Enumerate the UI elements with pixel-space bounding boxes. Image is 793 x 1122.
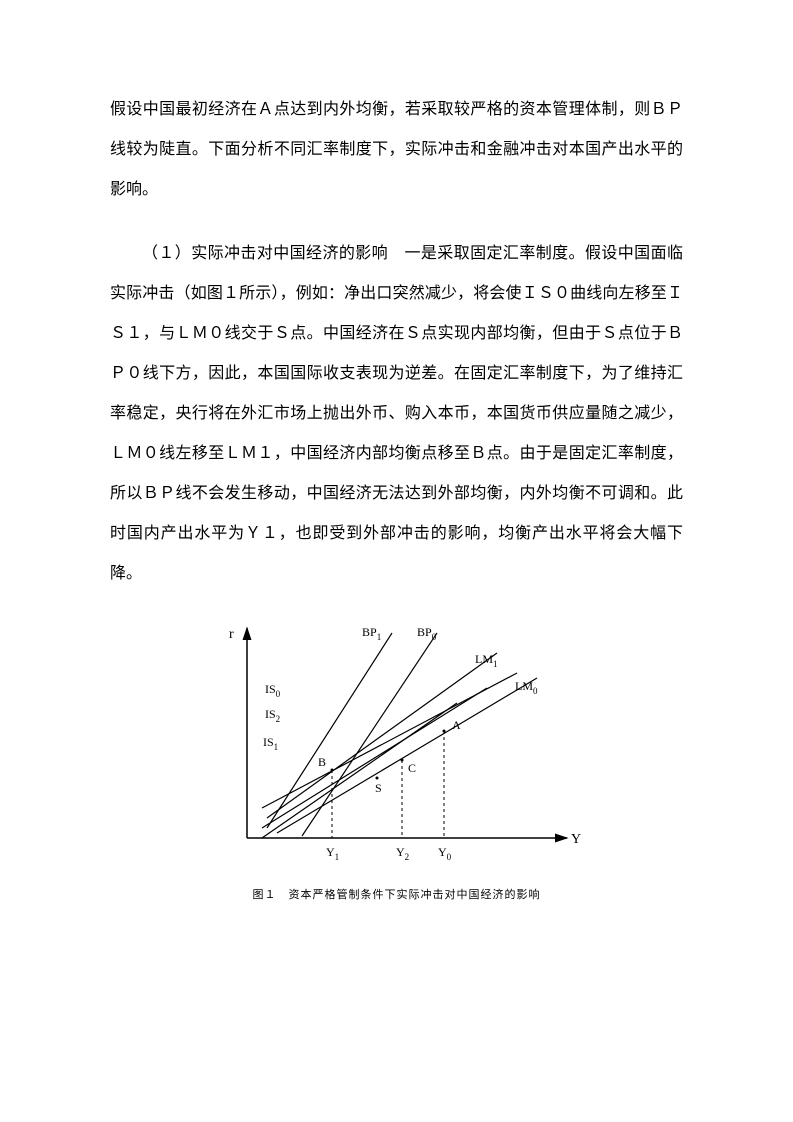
svg-text:Y: Y: [571, 832, 581, 847]
svg-text:Y1: Y1: [326, 845, 339, 862]
svg-text:IS2: IS2: [265, 707, 280, 724]
figure-caption: 图１ 资本严格管制条件下实际冲击对中国经济的影响: [253, 886, 541, 902]
paragraph-2: （１）实际冲击对中国经济的影响 一是采取固定汇率制度。假设中国面临实际冲击（如图…: [110, 234, 683, 594]
figure-1: YrIS0IS2IS1BP1BP0LM1LM0Y1Y2Y0ABCS 图１ 资本严…: [110, 618, 683, 902]
svg-text:S: S: [375, 781, 382, 795]
svg-text:C: C: [408, 761, 416, 775]
paragraph-1: 假设中国最初经济在Ａ点达到内外均衡，若采取较严格的资本管理体制，则ＢＰ线较为陡直…: [110, 90, 683, 210]
svg-text:IS0: IS0: [265, 682, 281, 699]
svg-text:Y2: Y2: [396, 845, 409, 862]
svg-text:A: A: [452, 718, 461, 732]
svg-text:Y0: Y0: [438, 845, 452, 862]
svg-text:IS1: IS1: [263, 735, 278, 752]
svg-text:BP0: BP0: [417, 625, 437, 642]
islm-diagram: YrIS0IS2IS1BP1BP0LM1LM0Y1Y2Y0ABCS: [207, 618, 587, 878]
page-content: 假设中国最初经济在Ａ点达到内外均衡，若采取较严格的资本管理体制，则ＢＰ线较为陡直…: [0, 0, 793, 982]
svg-text:LM0: LM0: [515, 679, 538, 696]
svg-text:B: B: [318, 755, 326, 769]
svg-text:BP1: BP1: [362, 625, 381, 642]
svg-text:r: r: [229, 627, 234, 642]
